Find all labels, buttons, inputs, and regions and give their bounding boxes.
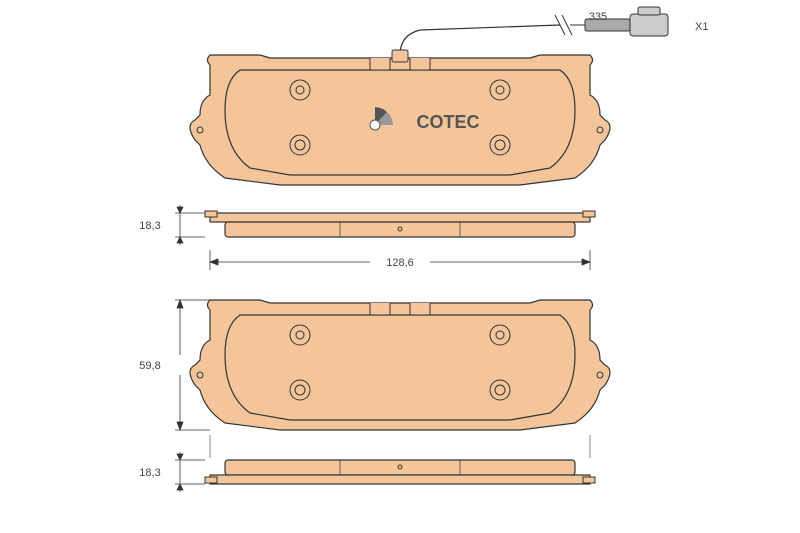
dim-thickness-bottom: [175, 452, 205, 492]
pad-bottom-front: [190, 300, 610, 430]
dim-thickness-bottom-label: 18,3: [139, 467, 160, 479]
pad-bottom-friction: [225, 315, 575, 420]
diagram-canvas: COTEC 335 X1 18,3: [0, 0, 800, 533]
dim-width-label: 128,6: [386, 257, 414, 269]
dim-height-label: 59,8: [139, 360, 160, 372]
pad-top-side: [205, 211, 595, 237]
brake-pad-drawing: COTEC 335 X1 18,3: [0, 0, 800, 533]
pad-top-friction: [225, 70, 575, 175]
sensor-qty-label: X1: [695, 21, 708, 33]
projection-lines: [210, 435, 590, 458]
sensor-length-label: 335: [589, 11, 607, 23]
dim-thickness-top-label: 18,3: [139, 220, 160, 232]
wear-sensor: 335 X1: [392, 7, 708, 62]
pad-top-front: COTEC: [190, 55, 610, 185]
dim-thickness-top: [175, 205, 205, 245]
cotec-logo-text: COTEC: [417, 112, 480, 132]
pad-bottom-side: [205, 460, 595, 484]
